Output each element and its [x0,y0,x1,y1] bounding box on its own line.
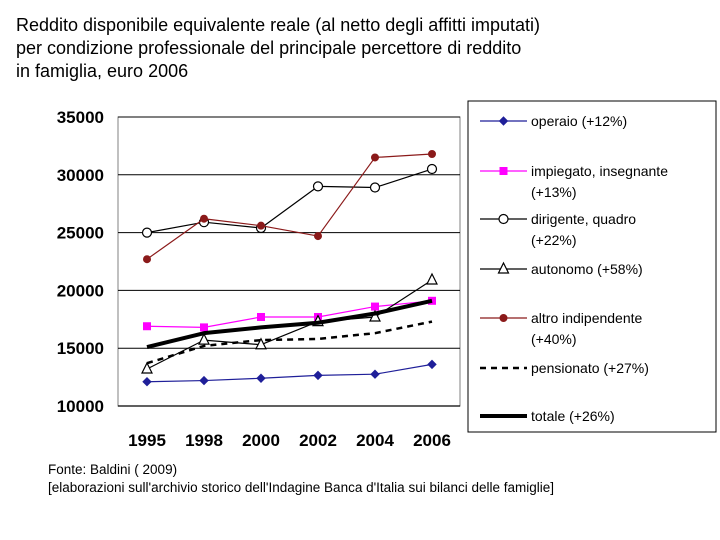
legend-label: autonomo (+58%) [531,261,643,277]
series-4 [143,149,436,264]
y-tick-label: 25000 [57,224,104,243]
legend: operaio (+12%) impiegato, insegnante (+13%… [467,100,717,433]
series-line [146,363,433,383]
legend-marker [498,213,509,225]
grid-lines [118,116,460,349]
legend-marker [499,314,508,322]
data-point [313,370,323,381]
data-point [199,375,209,386]
series-line [146,298,433,349]
data-point [369,182,381,193]
legend-marker [497,261,510,274]
chart-title: Reddito disponibile equivalente reale (a… [16,14,716,83]
source-line-1: Fonte: Baldini ( 2009) [48,462,178,477]
series-0 [142,359,437,387]
data-point [198,332,210,345]
series-line [146,320,433,365]
data-point [141,361,153,374]
series-5 [146,320,433,365]
legend-item-6: totale (+26%) [480,408,615,424]
legend-item-5: pensionato (+27%) [480,360,649,376]
y-tick-label: 20000 [57,281,104,300]
legend-item-0: operaio (+12%) [480,113,627,129]
y-tick-label: 35000 [57,108,104,127]
data-point [427,359,437,370]
legend-label: pensionato (+27%) [531,360,649,376]
series-6 [146,298,433,349]
data-point [369,309,381,322]
legend-label: operaio (+12%) [531,113,627,129]
x-tick-label: 2002 [299,431,337,450]
legend-label: impiegato, insegnante [531,163,668,179]
plot-area [117,116,461,407]
data-point [142,377,152,387]
legend-marker [499,167,508,175]
x-tick-label: 2006 [413,431,451,450]
legend-item-4: altro indipendente (+40%) [480,310,643,347]
legend-label: altro indipendente [531,310,643,326]
series-lines [141,149,438,387]
data-point [371,302,379,311]
data-point [428,149,436,158]
data-point [314,232,322,241]
data-point [143,322,151,331]
legend-item-2: dirigente, quadro (+22%) [480,211,636,248]
legend-box [467,100,717,433]
x-tick-label: 2000 [242,431,280,450]
data-point [256,373,266,383]
chart-title-line-3: in famiglia, euro 2006 [16,61,189,81]
data-point [200,323,208,332]
plot-background [117,116,461,407]
data-point [257,312,265,321]
series-line [146,168,433,234]
y-tick-label: 15000 [57,339,104,358]
legend-label: dirigente, quadro [531,211,636,227]
legend-label: (+22%) [531,232,577,248]
data-point [143,255,151,264]
source-note: Fonte: Baldini ( 2009) [elaborazioni sul… [48,461,708,497]
data-point [255,337,267,350]
data-point [426,272,438,285]
chart-title-line-2: per condizione professionale del princip… [16,38,522,58]
legend-label: totale (+26%) [531,408,615,424]
legend-item-3: autonomo (+58%) [480,261,643,277]
series-line [146,300,433,328]
x-tick-label: 2004 [356,431,394,450]
legend-label: (+40%) [531,331,577,347]
data-point [371,153,379,162]
series-line [146,153,433,260]
legend-item-1: impiegato, insegnante (+13%) [480,163,668,200]
data-point [426,163,438,175]
legend-marker [498,116,509,126]
legend-label: (+13%) [531,184,577,200]
series-2 [141,163,438,238]
data-point [257,221,265,230]
x-tick-label: 1995 [128,431,166,450]
data-point [370,369,380,379]
source-line-2: [elaborazioni sull'archivio storico dell… [48,480,555,495]
data-point [200,214,208,223]
chart-title-line-1: Reddito disponibile equivalente reale (a… [16,15,540,35]
data-point [141,227,153,238]
data-point [312,181,324,192]
axes: 35000 30000 25000 20000 15000 10000 1995 1998 20… [57,108,460,450]
y-tick-label: 30000 [57,166,104,185]
x-tick-label: 1998 [185,431,223,450]
y-tick-label: 10000 [57,397,104,416]
